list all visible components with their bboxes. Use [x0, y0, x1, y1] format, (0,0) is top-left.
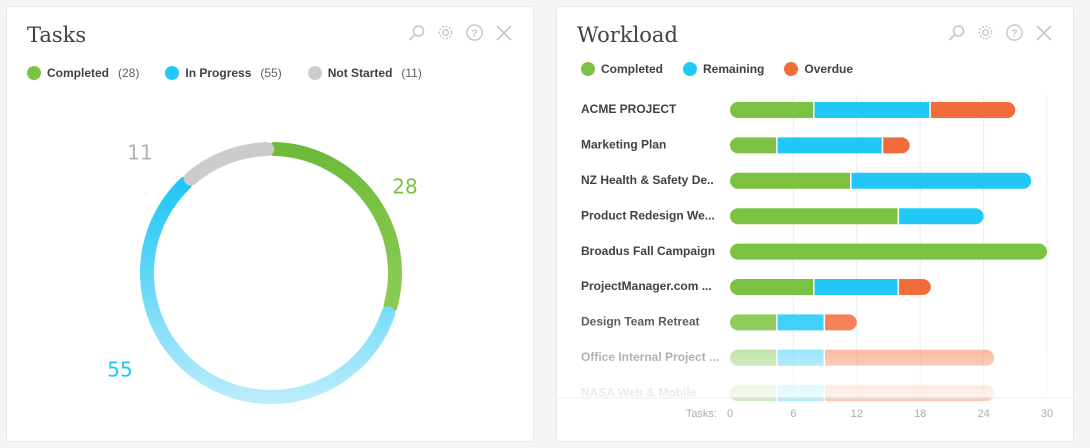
donut-label-completed: 28 — [392, 175, 417, 199]
legend-label-in-progress: In Progress — [185, 66, 252, 80]
legend-item-completed[interactable]: Completed (28) — [27, 66, 139, 80]
bar-completed[interactable] — [730, 243, 1047, 260]
donut-label-in-progress: 55 — [107, 358, 132, 382]
legend-dot-completed — [581, 62, 595, 76]
x-tick-label: 18 — [914, 408, 926, 420]
workload-category-label: Marketing Plan — [581, 138, 666, 152]
workload-bar-chart: ACME PROJECT Marketing Plan NZ Health & Sa… — [557, 95, 1073, 420]
legend-item-remaining[interactable]: Remaining — [683, 62, 764, 76]
legend-count-in-progress: (55) — [260, 66, 282, 80]
legend-item-overdue[interactable]: Overdue — [784, 62, 853, 76]
legend-label-not-started: Not Started — [327, 66, 393, 80]
svg-text:?: ? — [471, 28, 477, 39]
bar-completed[interactable] — [730, 102, 814, 118]
donut-label-not-started: 11 — [127, 141, 152, 165]
x-axis-label: Tasks: — [686, 408, 717, 420]
x-tick-label: 24 — [977, 408, 989, 420]
workload-category-label: ACME PROJECT — [581, 102, 677, 116]
legend-dot-completed — [27, 66, 41, 80]
svg-text:?: ? — [1011, 28, 1017, 39]
legend-label-overdue: Overdue — [804, 62, 854, 76]
bar-completed[interactable] — [730, 172, 851, 189]
tasks-donut-chart: 28 55 11 — [107, 141, 418, 404]
bar-remaining[interactable] — [777, 137, 882, 154]
bar-remaining[interactable] — [777, 314, 824, 331]
bar-overdue[interactable] — [825, 314, 857, 331]
workload-category-label: Design Team Retreat — [581, 315, 699, 329]
scroll-fade — [557, 337, 1073, 397]
legend-label-completed: Completed — [47, 66, 110, 80]
legend-item-completed[interactable]: Completed — [581, 62, 663, 76]
workload-category-label: Product Redesign We... — [581, 208, 715, 222]
legend-dot-in-progress — [165, 66, 180, 80]
tasks-toolbar: ? — [407, 23, 513, 42]
legend-count-completed: (28) — [118, 66, 140, 80]
x-tick-label: 30 — [1041, 408, 1053, 420]
bar-completed[interactable] — [730, 137, 777, 154]
workload-panel: Workload ? Completed Remaining Overdue — [556, 6, 1074, 442]
tasks-panel: Tasks ? Completed (28) In Progress (55) … — [6, 6, 534, 442]
bar-overdue[interactable] — [883, 137, 910, 154]
tasks-legend: Completed (28) In Progress (55) Not Star… — [27, 66, 422, 80]
legend-label-completed: Completed — [601, 62, 664, 76]
tasks-title: Tasks — [27, 23, 87, 47]
bar-remaining[interactable] — [814, 102, 930, 118]
search-icon[interactable] — [947, 23, 966, 42]
workload-title: Workload — [577, 23, 678, 47]
workload-legend: Completed Remaining Overdue — [581, 62, 853, 76]
workload-category-label: Broadus Fall Campaign — [581, 244, 715, 258]
legend-item-not-started[interactable]: Not Started (11) — [307, 66, 422, 80]
legend-item-in-progress[interactable]: In Progress (55) — [165, 66, 282, 80]
legend-dot-overdue — [784, 62, 799, 76]
legend-dot-not-started — [307, 66, 322, 80]
bar-overdue[interactable] — [930, 102, 1016, 118]
donut-slice-not-started[interactable] — [183, 142, 275, 186]
workload-toolbar: ? — [947, 23, 1053, 42]
gear-icon[interactable] — [436, 23, 455, 42]
bar-remaining[interactable] — [899, 208, 984, 225]
legend-label-remaining: Remaining — [703, 62, 765, 76]
x-tick-label: 12 — [851, 408, 863, 420]
help-icon[interactable]: ? — [1005, 23, 1024, 42]
legend-dot-remaining — [683, 62, 698, 76]
legend-count-not-started: (11) — [401, 66, 422, 80]
donut-slice-completed[interactable] — [267, 142, 402, 314]
search-icon[interactable] — [407, 23, 426, 42]
bar-overdue[interactable] — [899, 279, 931, 295]
help-icon[interactable]: ? — [465, 23, 484, 42]
close-icon[interactable] — [1034, 23, 1053, 42]
workload-category-label: ProjectManager.com ... — [581, 279, 712, 293]
bar-completed[interactable] — [730, 314, 777, 331]
workload-category-label: NZ Health & Safety De.. — [581, 173, 714, 187]
close-icon[interactable] — [494, 23, 513, 42]
x-tick-label: 0 — [727, 408, 733, 420]
bar-remaining[interactable] — [814, 279, 898, 295]
x-tick-label: 6 — [790, 408, 796, 420]
gear-icon[interactable] — [976, 23, 995, 42]
bar-remaining[interactable] — [851, 172, 1032, 189]
donut-slice-in-progress[interactable] — [140, 176, 396, 404]
bar-completed[interactable] — [730, 208, 898, 225]
bar-completed[interactable] — [730, 279, 814, 295]
